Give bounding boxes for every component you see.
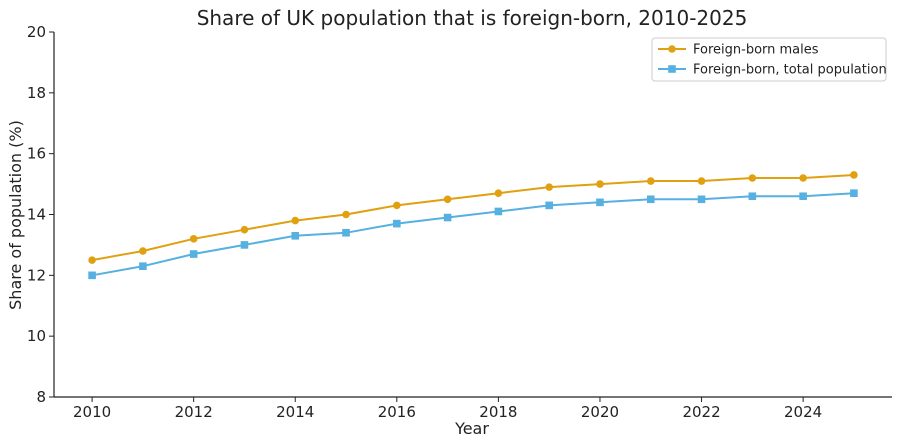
data-point [596,180,604,188]
legend-label: Foreign-born males [693,43,819,58]
data-point [799,174,807,182]
y-tick-label: 20 [27,23,46,41]
data-point [748,174,757,182]
data-point [393,219,401,228]
chart-title: Share of UK population that is foreign-b… [197,6,748,30]
data-point [189,235,198,243]
data-point [88,271,96,280]
data-point [189,250,198,258]
series-line [91,192,854,277]
data-point [291,231,300,240]
legend-marker [668,45,676,53]
data-point [850,171,858,179]
x-tick-label: 2016 [378,403,416,421]
x-tick-label: 2014 [276,403,314,421]
series-layer [88,171,858,280]
data-point [646,195,655,204]
legend-label: Foreign-born, total population [693,63,887,78]
x-tick-label: 2010 [73,403,111,421]
y-tick-label: 8 [36,388,46,406]
data-point [799,192,807,201]
y-tick-label: 16 [27,145,46,163]
series-1 [88,171,858,264]
data-point [545,183,553,191]
data-point [240,225,249,234]
data-point [494,207,503,216]
y-tick-label: 12 [27,266,46,284]
data-point [646,177,655,185]
x-tick-label: 2018 [479,403,517,421]
data-point [342,228,350,237]
data-point [545,201,553,210]
data-point [697,195,706,204]
y-tick-label: 10 [27,327,46,345]
data-point [748,192,757,201]
x-tick-label: 2020 [581,403,619,421]
legend-marker [668,65,676,73]
data-point [494,189,503,198]
data-point [443,195,452,204]
x-axis-title: Year [454,419,489,438]
x-tick-label: 2012 [175,403,213,421]
data-point [240,241,249,249]
x-tick-label: 2024 [784,403,822,421]
y-tick-label: 14 [27,206,46,224]
y-tick-label: 18 [27,84,46,102]
data-point [850,189,858,198]
legend-box [651,37,887,82]
data-point [291,216,300,225]
y-axis-title: Share of population (%) [6,120,25,310]
data-point [139,247,147,255]
data-point [443,213,452,222]
data-point [342,210,350,219]
axes: 8 10 12 14 16 18 20 2010 2012 2014 2016 2018 2020 202… [27,23,892,421]
data-point [139,262,147,271]
series-2 [88,189,858,280]
data-point [697,177,706,185]
series-line [91,174,854,262]
legend: Foreign-born males Foreign-born, total po… [651,37,887,82]
x-tick-label: 2022 [682,403,720,421]
data-point [393,201,401,210]
data-point [88,256,96,264]
data-point [596,198,604,207]
